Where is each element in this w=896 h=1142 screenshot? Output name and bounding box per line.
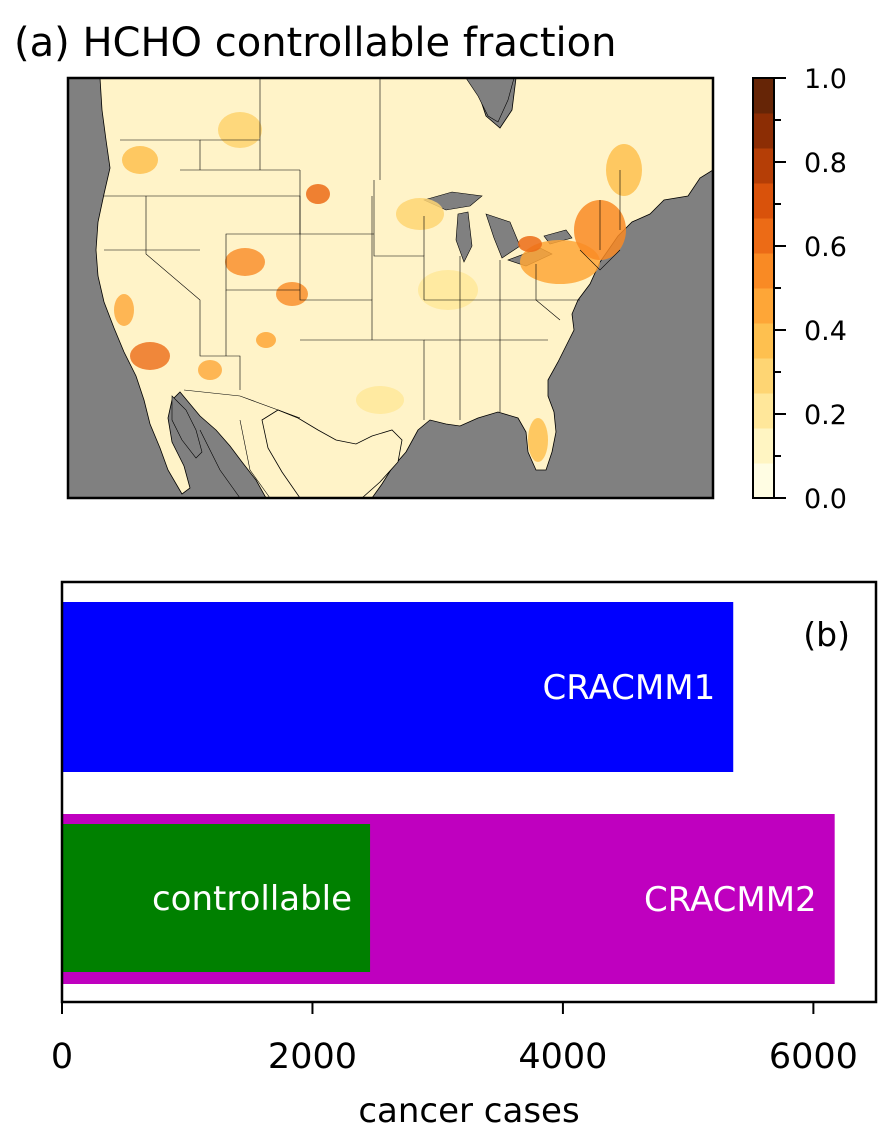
bar-chart: CRACMM1 CRACMM2 controllable (b) 0 2000 4000… (51, 580, 878, 1131)
colorbar-tick-label: 0.0 (804, 484, 847, 515)
colorbar-tick-label: 1.0 (804, 64, 847, 95)
colorbar-segment (753, 323, 774, 359)
x-tick-label: 2000 (268, 1037, 357, 1077)
x-axis-ticks: 0 2000 4000 6000 (51, 1002, 858, 1077)
bar-label-controllable: controllable (152, 879, 352, 919)
x-tick-label: 0 (51, 1037, 73, 1077)
state-boundaries (104, 78, 621, 499)
colorbar: 0.0 0.2 0.4 0.6 0.8 1.0 (752, 64, 847, 515)
north-america-land (95, 77, 714, 499)
x-tick-label: 4000 (518, 1037, 607, 1077)
colorbar-segment (753, 113, 774, 149)
bar-label-cracmm2: CRACMM2 (644, 880, 817, 920)
colorbar-segment (753, 428, 774, 464)
colorbar-segment (753, 358, 774, 394)
colorbar-segment (753, 288, 774, 324)
colorbar-tick-label: 0.6 (804, 232, 847, 263)
x-tick-label: 6000 (769, 1037, 858, 1077)
bar-cracmm1 (62, 602, 734, 772)
map-frame (66, 76, 715, 500)
colorbar-segment (753, 218, 774, 254)
colorbar-segment (753, 463, 774, 499)
colorbar-tick-label: 0.2 (804, 400, 847, 431)
colorbar-segment (753, 148, 774, 184)
colorbar-tick-label: 0.8 (804, 148, 847, 179)
panel-label-b: (b) (803, 615, 850, 654)
colorbar-segment (753, 393, 774, 429)
colorbar-segment (753, 78, 774, 114)
mexico-land (261, 409, 403, 499)
bar-controllable (62, 824, 371, 972)
colorbar-segment (753, 183, 774, 219)
x-axis-label: cancer cases (358, 1091, 579, 1131)
bar-plot-frame (60, 580, 878, 1004)
colorbar-ticks: 0.0 0.2 0.4 0.6 0.8 1.0 (774, 64, 847, 515)
colorbar-segment (753, 253, 774, 289)
map-title: (a) HCHO controllable fraction (14, 20, 616, 66)
bars: CRACMM1 CRACMM2 controllable (62, 602, 835, 984)
colorbar-tick-label: 0.4 (804, 316, 847, 347)
hcho-map (66, 76, 715, 500)
colorbar-segments (753, 78, 774, 499)
gulf-of-california (171, 395, 203, 459)
bar-label-cracmm1: CRACMM1 (543, 668, 716, 708)
controllable-hotspots (114, 112, 642, 462)
